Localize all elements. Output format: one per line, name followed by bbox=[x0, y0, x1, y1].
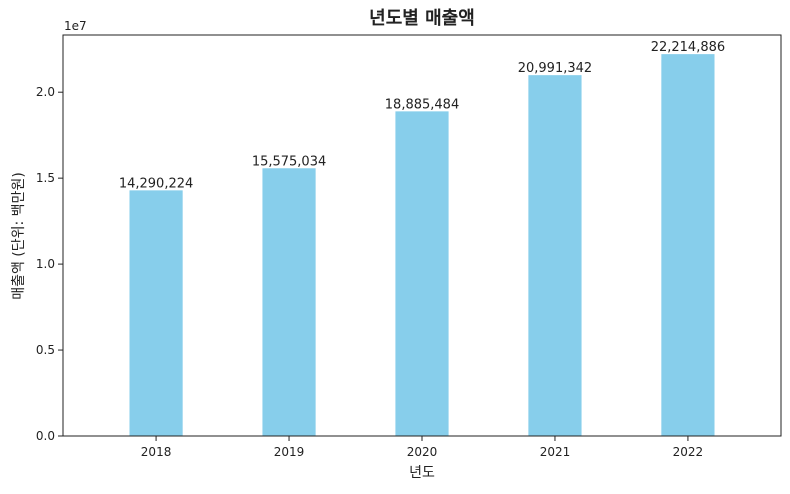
bar-2019 bbox=[262, 168, 316, 436]
bar-value-label-2019: 15,575,034 bbox=[252, 154, 326, 169]
x-axis-label: 년도 bbox=[409, 465, 435, 481]
y-tick-label-2.0: 2.0 bbox=[36, 85, 55, 99]
chart-title: 년도별 매출액 bbox=[369, 8, 475, 29]
x-tick-label-2018: 2018 bbox=[141, 445, 172, 459]
plot-frame bbox=[62, 34, 782, 437]
x-tick-label-2022: 2022 bbox=[673, 445, 704, 459]
bar-value-label-2022: 22,214,886 bbox=[651, 40, 725, 55]
bar-value-label-2021: 20,991,342 bbox=[518, 61, 592, 76]
y-tick-label-1.5: 1.5 bbox=[36, 171, 55, 185]
y-axis-offset-label: 1e7 bbox=[64, 19, 87, 33]
y-tick-label-0.0: 0.0 bbox=[36, 429, 55, 443]
bar-value-label-2020: 18,885,484 bbox=[385, 97, 459, 112]
y-tick-label-1.0: 1.0 bbox=[36, 257, 55, 271]
x-tick-label-2021: 2021 bbox=[540, 445, 571, 459]
x-tick-label-2019: 2019 bbox=[274, 445, 305, 459]
bar-2022 bbox=[661, 54, 715, 436]
bars-group: 14,290,224 15,575,034 18,885,484 20,991,342… bbox=[119, 40, 725, 436]
bar-2018 bbox=[129, 190, 183, 436]
bar-value-label-2018: 14,290,224 bbox=[119, 176, 193, 191]
y-tick-label-0.5: 0.5 bbox=[36, 343, 55, 357]
bar-2021 bbox=[528, 75, 582, 436]
y-axis-label: 매출액 (단위: 백만원) bbox=[11, 172, 27, 300]
bar-2020 bbox=[395, 111, 449, 436]
x-tick-label-2020: 2020 bbox=[407, 445, 438, 459]
axes-group: 2018 2019 2020 2021 2022 0.0 0.5 1.0 1.5 2.0 bbox=[36, 34, 782, 459]
